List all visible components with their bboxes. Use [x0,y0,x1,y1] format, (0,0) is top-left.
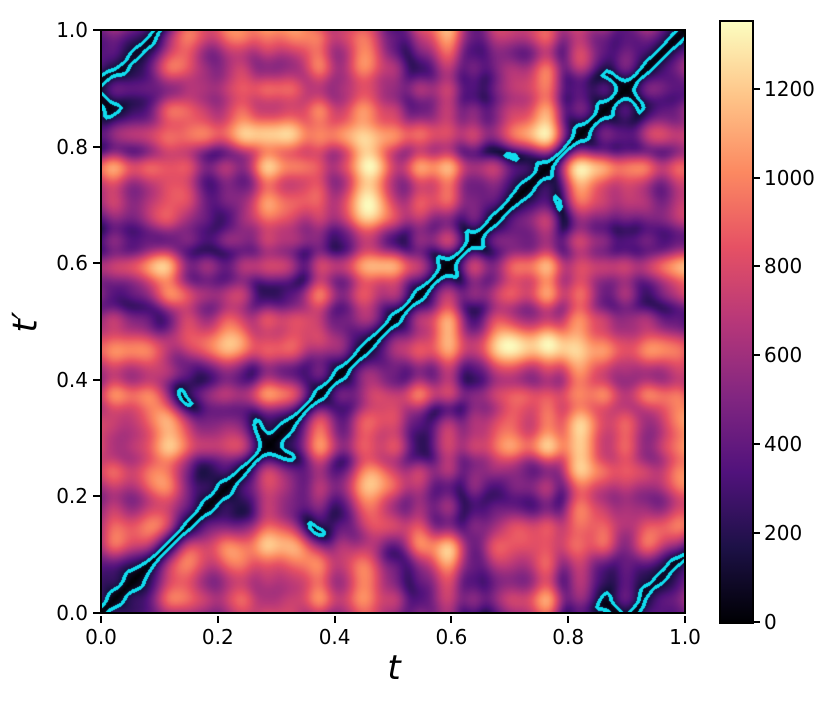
colorbar-tick [754,354,760,357]
y-tick [93,262,100,265]
colorbar-tick-label: 400 [764,432,803,457]
colorbar-tick-label: 800 [764,254,803,279]
x-tick [450,616,453,623]
colorbar-tick [754,443,760,446]
colorbar-tick-label: 1000 [764,165,815,190]
y-tick-label: 0.4 [56,367,88,392]
colorbar-tick-label: 1200 [764,76,815,101]
colorbar-tick [754,532,760,535]
colorbar-tick [754,265,760,268]
heatmap-canvas [102,31,684,612]
y-tick-label: 0.2 [56,484,88,509]
y-tick-label: 1.0 [56,18,88,42]
y-tick-label: 0.0 [56,601,88,625]
y-tick [93,145,100,148]
plot-area [100,29,686,614]
y-tick [93,495,100,498]
x-axis-label: t [387,648,401,688]
x-tick-label: 0.4 [318,625,351,649]
x-tick-label: 0.6 [435,625,468,649]
x-tick [100,616,102,623]
colorbar-tick [754,621,760,623]
x-tick [684,616,686,623]
colorbar-tick-label: 200 [764,521,803,546]
y-tick-label: 0.8 [56,134,88,159]
colorbar-tick [754,176,760,179]
x-tick-label: 0.2 [201,625,234,649]
colorbar-gradient [721,22,752,622]
x-tick-label: 0.0 [85,625,117,649]
x-tick [333,616,336,623]
colorbar-tick-label: 600 [764,343,803,368]
colorbar-tick [754,87,760,90]
y-axis-label: t′ [5,311,46,333]
x-tick-label: 0.8 [552,625,585,649]
colorbar-tick-label: 0 [764,610,777,634]
y-tick-label: 0.6 [56,251,88,276]
x-tick [567,616,570,623]
colorbar [719,20,754,624]
y-tick [93,29,100,31]
x-tick-label: 1.0 [669,625,701,649]
y-tick [93,378,100,381]
x-tick [216,616,219,623]
y-tick [93,612,100,614]
